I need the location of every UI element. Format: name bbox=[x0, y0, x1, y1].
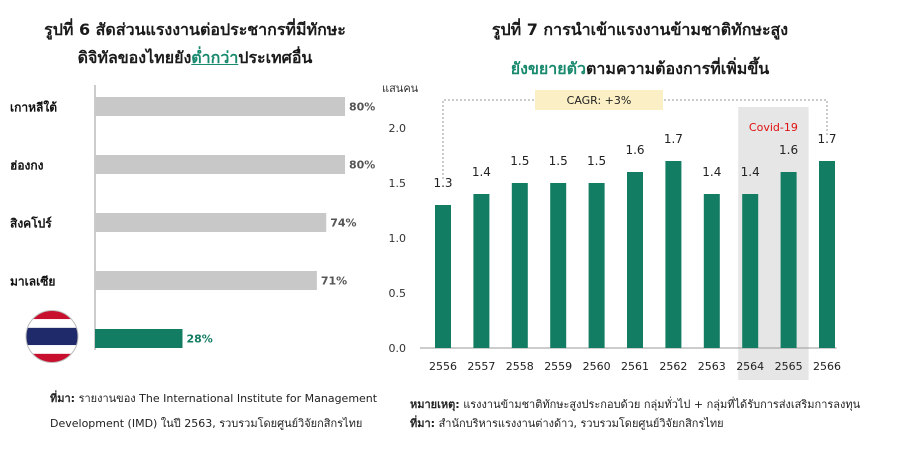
right-bar bbox=[588, 183, 605, 348]
x-tick-label: 2561 bbox=[621, 360, 649, 373]
right-bar-value-label: 1.7 bbox=[664, 132, 683, 146]
right-bar-chart: Covid-19 แสนคน 0.0 0.5 1.0 1.5 2.0 CAGR: +3% 1.3… bbox=[382, 82, 841, 380]
left-bar-value-label: 28% bbox=[187, 333, 213, 346]
right-bar-value-label: 1.6 bbox=[779, 143, 798, 157]
y-tick-label: 1.0 bbox=[389, 232, 407, 245]
left-chart-title-line1: รูปที่ 6 สัดส่วนแรงงานต่อประชากรที่มีทัก… bbox=[44, 20, 346, 39]
left-bar-chart: 80% เกาหลีใต้ 80% ฮ่องกง 74% สิงคโปร์ 71% มาเลเ… bbox=[10, 85, 375, 363]
x-tick-label: 2562 bbox=[659, 360, 687, 373]
y-tick-label: 0.0 bbox=[389, 342, 407, 355]
left-source-note-2: Development (IMD) ในปี 2563, รวบรวมโดยศู… bbox=[50, 414, 362, 432]
right-note-text: แรงงานข้ามชาติทักษะสูงประกอบด้วย กลุ่มทั… bbox=[463, 398, 861, 411]
right-bar-value-label: 1.5 bbox=[549, 154, 568, 168]
right-source-label: ที่มา: bbox=[410, 417, 436, 430]
right-bar-value-label: 1.4 bbox=[702, 165, 721, 179]
right-note-label: หมายเหตุ: bbox=[410, 398, 460, 411]
left-title-prefix: ดิจิทัลของไทยยัง bbox=[77, 48, 192, 67]
covid-annotation: Covid-19 bbox=[749, 121, 798, 134]
right-bar bbox=[627, 172, 643, 348]
right-bar bbox=[665, 161, 682, 348]
x-tick-label: 2563 bbox=[698, 360, 726, 373]
left-bar bbox=[95, 329, 183, 348]
right-bar-value-label: 1.6 bbox=[625, 143, 644, 157]
left-bar bbox=[95, 97, 345, 116]
y-axis-label: แสนคน bbox=[382, 82, 419, 95]
left-category-label: เกาหลีใต้ bbox=[10, 100, 57, 115]
left-source-note: ที่มา: รายงานของ The International Insti… bbox=[50, 389, 377, 407]
right-bar-value-label: 1.5 bbox=[587, 154, 606, 168]
right-bar-value-label: 1.4 bbox=[741, 165, 760, 179]
x-tick-label: 2559 bbox=[544, 360, 572, 373]
left-title-suffix: ประเทศอื่น bbox=[238, 48, 313, 67]
right-bar-value-label: 1.3 bbox=[433, 176, 452, 190]
cagr-box bbox=[535, 90, 663, 110]
thailand-flag bbox=[25, 310, 79, 363]
x-tick-label: 2564 bbox=[736, 360, 764, 373]
left-bar-value-label: 80% bbox=[349, 101, 375, 114]
left-chart-title-line2: ดิจิทัลของไทยยังต่ำกว่าประเทศอื่น bbox=[20, 46, 370, 71]
y-tick-label: 0.5 bbox=[389, 287, 407, 300]
left-category-label: สิงคโปร์ bbox=[10, 216, 52, 231]
right-chart-title-line2: ยังขยายตัวตามความต้องการที่เพิ่มขึ้น bbox=[440, 57, 840, 82]
right-bar-value-label: 1.4 bbox=[472, 165, 491, 179]
right-title-suffix: ตามความต้องการที่เพิ่มขึ้น bbox=[586, 59, 770, 78]
right-bar bbox=[511, 183, 528, 348]
left-source-text-2: Development (IMD) ในปี 2563, รวบรวมโดยศู… bbox=[50, 417, 363, 430]
cagr-annotation: CAGR: +3% bbox=[567, 94, 632, 107]
right-bar bbox=[435, 205, 451, 348]
cagr-bracket bbox=[442, 99, 828, 179]
right-bar bbox=[780, 172, 797, 348]
right-bar bbox=[550, 183, 567, 348]
x-tick-label: 2560 bbox=[583, 360, 611, 373]
right-note-2: ที่มา: สำนักบริหารแรงงานต่างด้าว, รวบรวม… bbox=[410, 414, 724, 432]
right-bar bbox=[473, 194, 490, 348]
right-note-1: หมายเหตุ: แรงงานข้ามชาติทักษะสูงประกอบด้… bbox=[410, 395, 860, 413]
left-bar-value-label: 74% bbox=[330, 217, 356, 230]
left-bar bbox=[95, 271, 317, 290]
x-tick-label: 2557 bbox=[467, 360, 495, 373]
right-bar bbox=[819, 161, 835, 348]
left-source-text-1: รายงานของ The International Institute fo… bbox=[78, 392, 378, 405]
left-bar bbox=[95, 155, 345, 174]
right-bar bbox=[742, 194, 759, 348]
y-tick-label: 2.0 bbox=[389, 122, 407, 135]
x-tick-label: 2566 bbox=[813, 360, 841, 373]
left-category-label: มาเลเซีย bbox=[10, 275, 55, 289]
right-bar bbox=[703, 194, 720, 348]
left-bar bbox=[95, 213, 327, 232]
left-category-label: ฮ่องกง bbox=[10, 159, 44, 173]
right-source-text: สำนักบริหารแรงงานต่างด้าว, รวบรวมโดยศูนย… bbox=[438, 417, 724, 430]
left-source-label: ที่มา: bbox=[50, 392, 76, 405]
right-bar-value-label: 1.7 bbox=[817, 132, 836, 146]
y-tick-label: 1.5 bbox=[389, 177, 407, 190]
x-tick-label: 2558 bbox=[506, 360, 534, 373]
right-title-highlight: ยังขยายตัว bbox=[510, 59, 587, 78]
left-bar-value-label: 71% bbox=[321, 275, 347, 288]
right-bar-value-label: 1.5 bbox=[510, 154, 529, 168]
x-tick-label: 2565 bbox=[775, 360, 803, 373]
right-chart-title-line1: รูปที่ 7 การนำเข้าแรงงานข้ามชาติทักษะสูง bbox=[491, 20, 789, 39]
x-tick-label: 2556 bbox=[429, 360, 457, 373]
left-bar-value-label: 80% bbox=[349, 159, 375, 172]
left-title-highlight: ต่ำกว่า bbox=[191, 48, 239, 67]
